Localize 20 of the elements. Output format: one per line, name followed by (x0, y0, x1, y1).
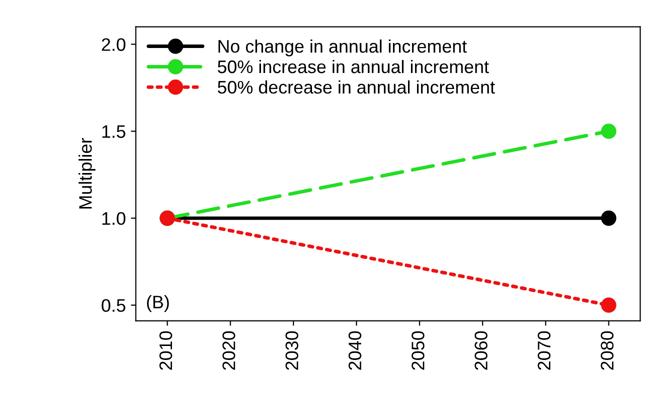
x-tick-label: 2010 (159, 331, 172, 370)
x-tick-label: 2030 (286, 331, 298, 370)
x-tick-label: 2060 (474, 331, 488, 370)
y-tick-label: 0.5 (102, 299, 126, 312)
point (601, 298, 616, 313)
y-tick-label: 1.5 (102, 125, 126, 138)
point (601, 210, 616, 226)
point (601, 124, 616, 139)
x-tick-label: 2040 (348, 331, 362, 370)
y-axis-title: Multiplier (78, 138, 96, 208)
x-tick-label: 2070 (538, 331, 550, 370)
x-tick-label: 2050 (412, 331, 424, 370)
annotation: (B) (147, 295, 169, 312)
legend-label: 50% increase in annual increment (218, 60, 489, 74)
legend-label: 50% decrease in annual increment (218, 80, 495, 94)
y-tick-label: 2.0 (102, 38, 126, 51)
x-tick-label: 2080 (600, 331, 614, 370)
legend-label: No change in annual increment (218, 40, 467, 56)
x-tick-label: 2020 (222, 331, 236, 370)
y-tick-label: 1.0 (102, 212, 126, 225)
